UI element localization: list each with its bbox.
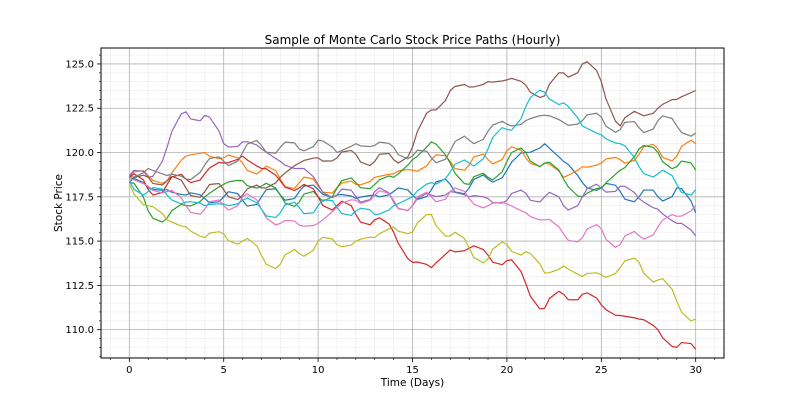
y-tick-label: 120.0 [65,148,94,159]
x-tick-label: 30 [689,365,702,376]
y-tick-label: 110.0 [65,325,94,336]
x-tick-label: 20 [501,365,514,376]
y-tick-label: 112.5 [65,281,94,292]
y-tick-label: 122.5 [65,104,94,115]
series-line-path-4 [128,155,697,350]
y-axis-label: Stock Price [53,174,65,232]
series-line-path-8 [129,112,697,181]
y-tick-label: 115.0 [65,237,94,248]
y-tick-label: 117.5 [65,192,94,203]
series-line-path-6 [128,61,696,201]
series-layer [128,61,697,350]
x-axis: 0 5 10 15 20 25 30 [110,358,715,376]
x-tick-label: 5 [221,365,227,376]
x-tick-label: 0 [126,365,132,376]
y-tick-label: 125.0 [65,59,94,70]
series-line-path-2 [128,139,697,194]
series-line-path-10 [128,89,697,219]
y-axis: 110.0 112.5 115.0 117.5 120.0 122.5 125.0 [65,54,101,357]
series-line-path-9 [128,184,696,322]
chart-title: Sample of Monte Carlo Stock Price Paths … [265,33,561,47]
x-axis-label: Time (Days) [380,377,444,389]
x-tick-label: 15 [406,365,419,376]
x-tick-label: 10 [312,365,325,376]
series-line-path-7 [129,178,697,248]
x-tick-label: 25 [595,365,608,376]
